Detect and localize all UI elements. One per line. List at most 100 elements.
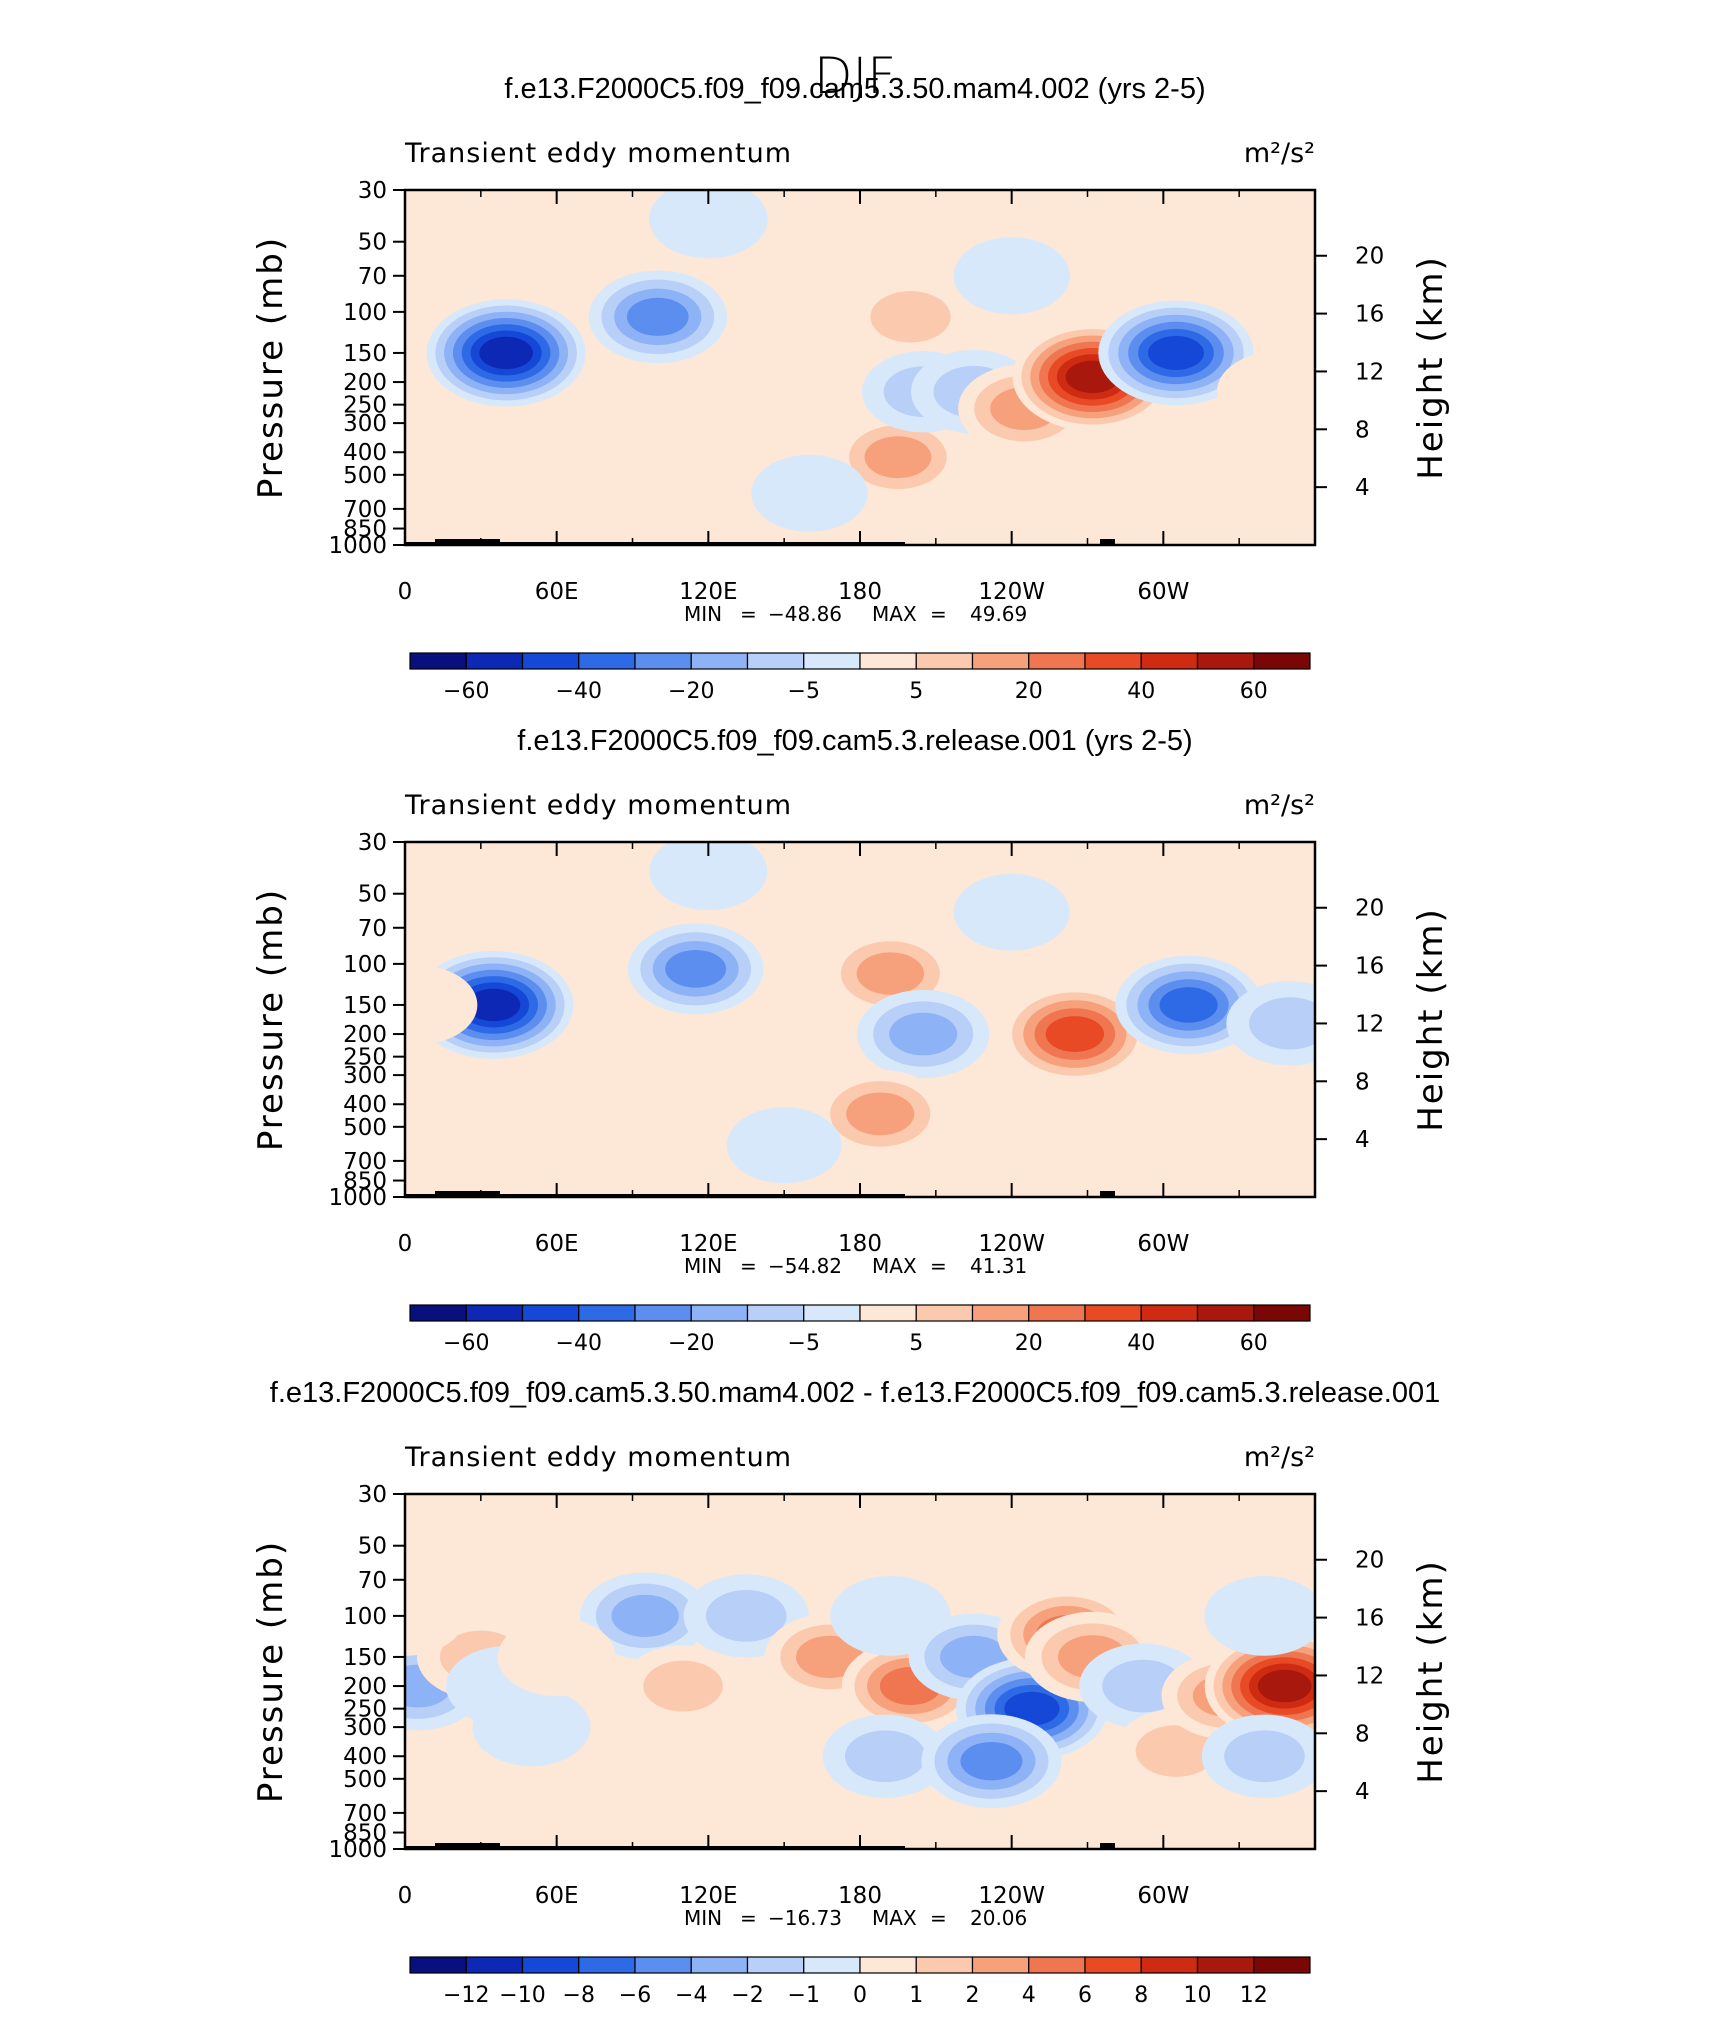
colorbar-swatch bbox=[521, 1304, 580, 1322]
x-tick-label: 0 bbox=[398, 1883, 413, 1909]
y-tick-label: 70 bbox=[358, 916, 387, 942]
contour-level bbox=[479, 336, 533, 370]
colorbar-label: 20 bbox=[1015, 1331, 1043, 1356]
y-tick-label: 700 bbox=[343, 1149, 387, 1175]
contour-level bbox=[1249, 997, 1315, 1050]
colorbar-swatch bbox=[1196, 1956, 1255, 1974]
max-value: 20.06 bbox=[970, 1906, 1027, 1930]
equals-sign: = bbox=[930, 602, 947, 626]
colorbar-swatch bbox=[690, 652, 749, 670]
max-label: MAX bbox=[872, 602, 917, 626]
y-tick-label: 200 bbox=[343, 1022, 387, 1048]
y-tick-label: 400 bbox=[343, 1092, 387, 1118]
equals-sign: = bbox=[740, 1906, 757, 1930]
colorbar-label: −8 bbox=[563, 1983, 595, 2008]
colorbar-swatch bbox=[971, 1304, 1030, 1322]
y2-tick-label: 4 bbox=[1355, 475, 1370, 501]
y-tick-label: 700 bbox=[343, 497, 387, 523]
y2-tick-label: 8 bbox=[1355, 1721, 1370, 1747]
y-tick-label: 150 bbox=[343, 341, 387, 367]
contour-level bbox=[705, 1590, 787, 1642]
x-tick-label: 120W bbox=[978, 1231, 1045, 1257]
contour-level bbox=[1135, 1725, 1217, 1777]
contour-blob bbox=[649, 842, 768, 911]
contour-level bbox=[611, 1594, 679, 1638]
colorbar-label: −20 bbox=[668, 1331, 714, 1356]
page-title: DJF bbox=[814, 47, 896, 105]
colorbar-label: 8 bbox=[1134, 1983, 1148, 2008]
y-axis-title: Pressure (mb) bbox=[251, 888, 291, 1151]
contour-level bbox=[626, 297, 689, 336]
contour-level bbox=[1004, 1691, 1060, 1726]
contour-blob bbox=[1000, 984, 1149, 1084]
colorbar-swatch bbox=[1140, 1304, 1199, 1322]
y2-tick-label: 20 bbox=[1355, 896, 1384, 922]
contour-level bbox=[405, 965, 478, 1045]
x-tick-label: 60E bbox=[535, 1883, 579, 1909]
y-tick-label: 100 bbox=[343, 300, 387, 326]
chart-panel-2: f.e13.F2000C5.f09_f09.cam5.3.release.001… bbox=[251, 725, 1451, 1356]
y2-tick-label: 4 bbox=[1355, 1127, 1370, 1153]
colorbar-swatch bbox=[1140, 652, 1199, 670]
y-axis-title: Pressure (mb) bbox=[251, 1540, 291, 1803]
colorbar-swatch bbox=[465, 1304, 524, 1322]
colorbar-label: 10 bbox=[1184, 1983, 1212, 2008]
topography-bar bbox=[1100, 1843, 1115, 1849]
contour-level bbox=[1148, 335, 1204, 370]
topography bbox=[405, 1843, 1115, 1849]
colorbar-swatch bbox=[746, 1956, 805, 1974]
colorbar-swatch bbox=[746, 1304, 805, 1322]
y-tick-label: 300 bbox=[343, 1715, 387, 1741]
chart-panel-3: f.e13.F2000C5.f09_f09.cam5.3.50.mam4.002… bbox=[251, 1377, 1451, 2008]
colorbar-swatch bbox=[859, 1304, 917, 1322]
colorbar-swatch bbox=[1084, 1956, 1142, 1974]
contour-blob bbox=[1226, 981, 1315, 1066]
y-tick-label: 1000 bbox=[328, 533, 387, 559]
contour-level bbox=[1204, 1575, 1315, 1656]
colorbar-swatch bbox=[690, 1956, 749, 1974]
min-label: MIN bbox=[684, 1254, 722, 1278]
y-tick-label: 150 bbox=[343, 1645, 387, 1671]
max-label: MAX bbox=[872, 1906, 917, 1930]
contour-blob bbox=[649, 190, 768, 259]
colorbar-label: 6 bbox=[1078, 1983, 1092, 2008]
contour-level bbox=[953, 237, 1070, 315]
colorbar-label: −5 bbox=[788, 679, 820, 704]
max-label: MAX bbox=[872, 1254, 917, 1278]
equals-sign: = bbox=[740, 602, 757, 626]
contour-blob bbox=[814, 1069, 947, 1158]
colorbar-label: 12 bbox=[1240, 1983, 1268, 2008]
y-tick-label: 50 bbox=[358, 230, 387, 256]
contour-level bbox=[1045, 1016, 1105, 1052]
y-tick-label: 300 bbox=[343, 411, 387, 437]
contour-level bbox=[1159, 987, 1218, 1023]
contour-level bbox=[846, 1092, 915, 1136]
contour-blob bbox=[953, 873, 1070, 951]
colorbar-swatch bbox=[578, 652, 636, 670]
x-tick-label: 60E bbox=[535, 579, 579, 605]
y-tick-label: 30 bbox=[358, 830, 387, 856]
min-value: −54.82 bbox=[768, 1254, 842, 1278]
colorbar-label: −1 bbox=[788, 1983, 820, 2008]
colorbar-swatch bbox=[915, 1304, 974, 1322]
colorbar-swatch bbox=[521, 652, 580, 670]
colorbar-swatch bbox=[1084, 652, 1142, 670]
y-tick-label: 30 bbox=[358, 178, 387, 204]
equals-sign: = bbox=[930, 1906, 947, 1930]
contour-level bbox=[864, 436, 932, 479]
y-tick-label: 50 bbox=[358, 882, 387, 908]
colorbar-swatch bbox=[915, 1956, 974, 1974]
x-tick-label: 120W bbox=[978, 1883, 1045, 1909]
colorbar-swatch bbox=[1253, 1304, 1311, 1322]
units-label: m²/s² bbox=[1244, 1442, 1315, 1473]
y-tick-label: 70 bbox=[358, 1568, 387, 1594]
contour-level bbox=[665, 949, 727, 988]
colorbar-label: 5 bbox=[909, 1331, 923, 1356]
colorbar-swatch bbox=[971, 652, 1030, 670]
contour-blob bbox=[1115, 955, 1262, 1055]
colorbar-swatch bbox=[634, 1304, 692, 1322]
colorbar-swatch bbox=[634, 1956, 692, 1974]
contour-blob bbox=[426, 299, 586, 407]
contour-level bbox=[953, 873, 1070, 951]
